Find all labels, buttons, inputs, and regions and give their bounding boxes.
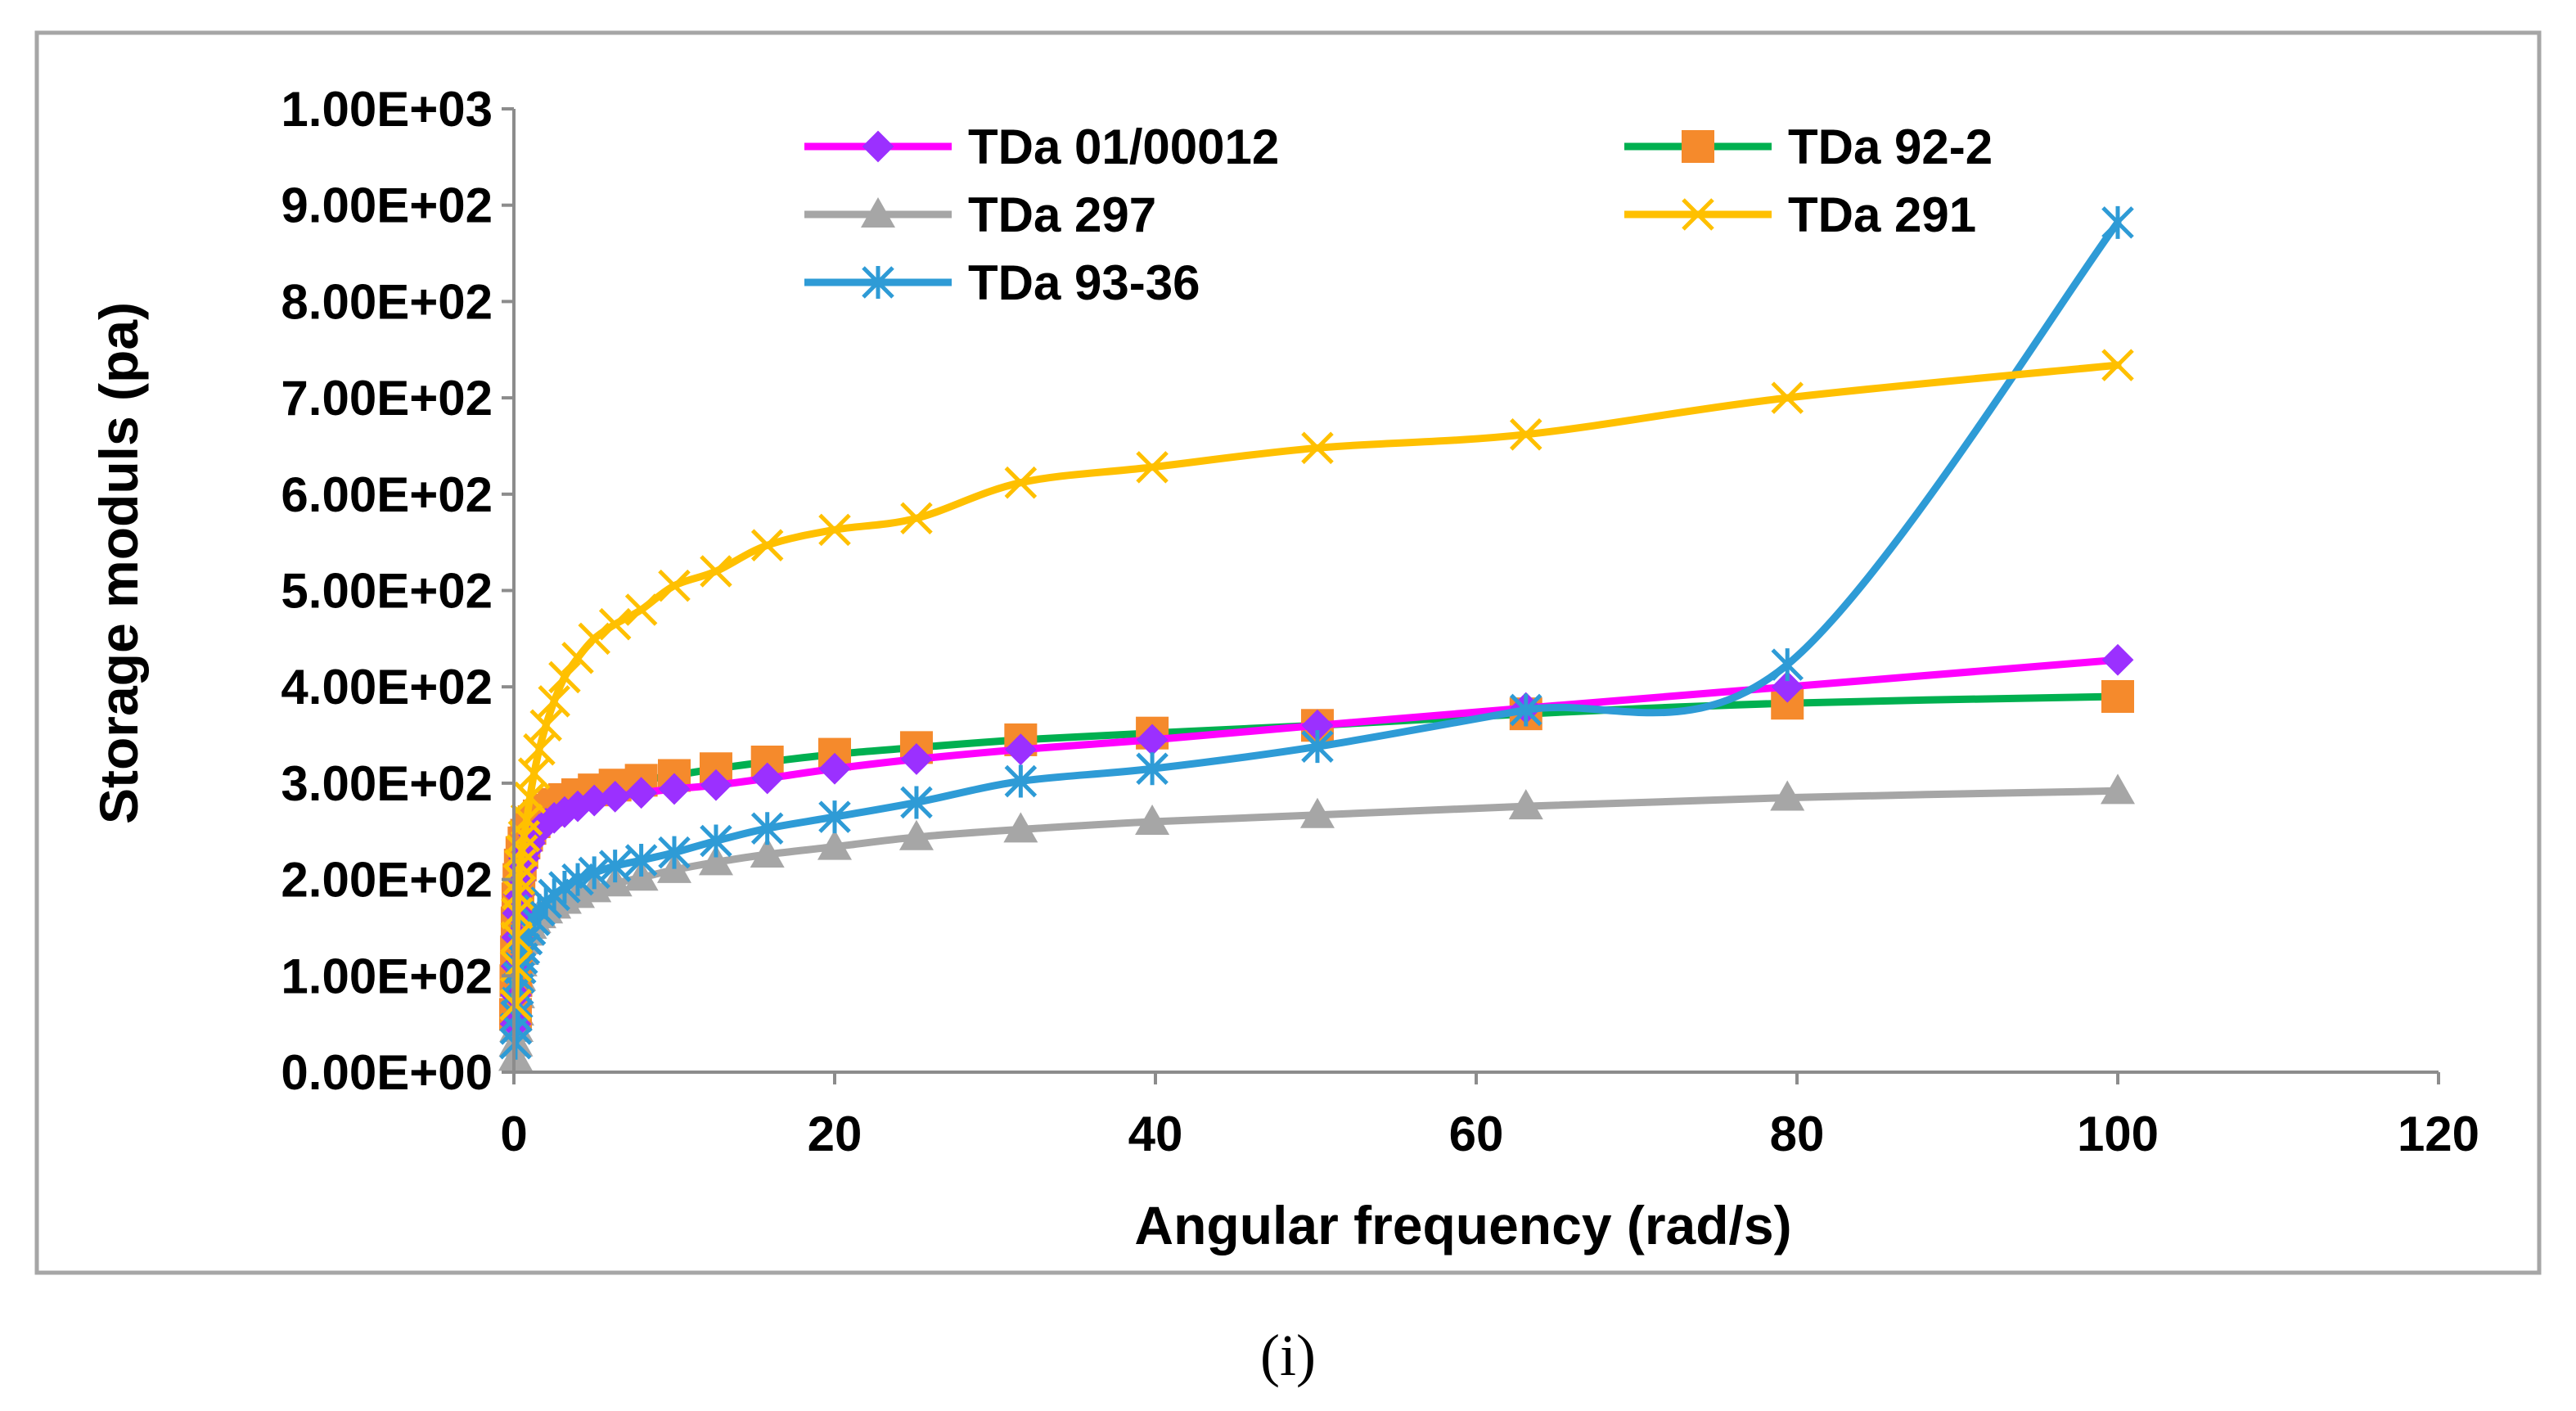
legend-label: TDa 92-2 — [1788, 119, 1993, 174]
data-point — [548, 660, 581, 694]
data-point — [506, 834, 538, 868]
data-point — [1771, 381, 1804, 414]
data-point — [598, 850, 632, 883]
data-point — [900, 743, 933, 775]
data-point — [698, 845, 733, 876]
data-point — [750, 812, 784, 845]
legend-label: TDa 93-36 — [968, 255, 1200, 310]
y-tick-label: 6.00E+02 — [281, 467, 493, 522]
x-tick-label: 20 — [808, 1107, 862, 1161]
data-point — [502, 877, 534, 911]
y-tick-label: 0.00E+00 — [281, 1045, 493, 1100]
data-point — [700, 769, 732, 801]
legend-marker — [1682, 130, 1714, 163]
y-axis-title: Storage moduls (pa) — [88, 302, 149, 824]
data-point — [751, 762, 784, 795]
y-tick-label: 2.00E+02 — [281, 853, 493, 908]
data-point — [1004, 466, 1038, 499]
data-point — [529, 709, 562, 742]
data-point — [1770, 780, 1805, 811]
data-point — [1136, 451, 1169, 484]
y-tick-label: 3.00E+02 — [281, 756, 493, 811]
legend-entry: TDa 291 — [1624, 187, 1976, 242]
legend-entry: TDa 93-36 — [804, 255, 1200, 310]
legend-entry: TDa 297 — [804, 187, 1156, 242]
data-point — [900, 786, 933, 819]
data-point — [818, 800, 851, 834]
data-point — [1003, 812, 1038, 843]
legend-marker — [861, 197, 895, 228]
legend-label: TDa 291 — [1788, 187, 1976, 242]
y-tick-label: 1.00E+03 — [281, 82, 493, 137]
data-point — [1299, 797, 1335, 828]
legend-marker — [862, 266, 894, 299]
y-tick-label: 1.00E+02 — [281, 949, 493, 1003]
data-point — [1136, 752, 1169, 786]
figure-caption: (i) — [1260, 1323, 1316, 1388]
data-point — [624, 844, 658, 877]
data-point — [500, 921, 533, 953]
x-tick-label: 100 — [2077, 1107, 2159, 1161]
data-point — [658, 773, 691, 805]
data-point — [750, 529, 784, 561]
data-point — [700, 555, 732, 588]
data-point — [1004, 764, 1038, 798]
legend-label: TDa 01/00012 — [968, 119, 1279, 174]
x-tick-label: 40 — [1128, 1107, 1183, 1161]
data-point — [817, 829, 852, 860]
x-tick-label: 120 — [2398, 1107, 2479, 1161]
data-point — [1509, 693, 1542, 727]
data-point — [2101, 643, 2134, 676]
legend-marker — [862, 130, 894, 163]
data-point — [1135, 804, 1170, 835]
data-point — [578, 622, 610, 656]
data-point — [2101, 349, 2134, 381]
data-point — [898, 819, 934, 850]
legend-label: TDa 297 — [968, 187, 1156, 242]
x-axis-title: Angular frequency (rad/s) — [1134, 1195, 1791, 1255]
x-tick-label: 80 — [1770, 1107, 1825, 1161]
data-point — [658, 569, 691, 602]
legend-marker — [1682, 198, 1714, 231]
data-point — [504, 849, 537, 881]
y-tick-label: 8.00E+02 — [281, 274, 493, 329]
data-point — [900, 502, 933, 534]
x-tick-label: 60 — [1449, 1107, 1504, 1161]
y-tick-label: 5.00E+02 — [281, 564, 493, 619]
x-tick-label: 0 — [500, 1107, 527, 1161]
data-point — [1509, 418, 1542, 451]
legend-entry: TDa 92-2 — [1624, 119, 1993, 174]
data-point — [1508, 789, 1543, 820]
data-point — [1301, 730, 1334, 764]
data-point — [700, 824, 732, 858]
y-tick-label: 4.00E+02 — [281, 660, 493, 715]
data-point — [523, 733, 556, 766]
data-point — [1301, 431, 1334, 465]
data-point — [818, 752, 851, 785]
data-point — [599, 780, 632, 813]
legend: TDa 01/00012 TDa 92-2 TDa 297 TDa 291 TDa 93… — [804, 119, 1993, 310]
data-point — [598, 607, 632, 641]
data-point — [2101, 773, 2135, 805]
data-point — [2101, 679, 2134, 713]
data-point — [1004, 733, 1037, 766]
y-tick-label: 9.00E+02 — [281, 178, 493, 233]
data-point — [578, 856, 610, 890]
data-point — [1771, 648, 1804, 682]
data-point — [538, 685, 570, 718]
data-point — [561, 863, 594, 896]
data-point — [750, 836, 785, 868]
data-point — [2101, 205, 2134, 239]
data-point — [502, 863, 535, 896]
data-point — [658, 836, 691, 869]
axes-layer: 0.00E+00 1.00E+02 2.00E+02 3.00E+02 4.00E+02… — [281, 82, 2479, 1161]
y-tick-label: 7.00E+02 — [281, 371, 493, 426]
data-point — [624, 593, 658, 626]
data-point — [1771, 670, 1804, 703]
data-point — [818, 513, 851, 547]
legend-entry: TDa 01/00012 — [804, 119, 1279, 174]
data-point — [625, 777, 658, 809]
